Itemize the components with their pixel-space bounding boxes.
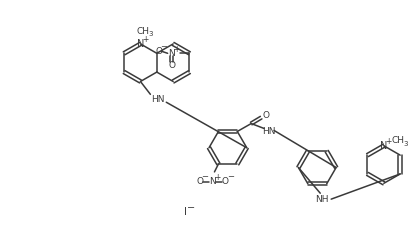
Text: +: +	[173, 45, 180, 54]
Text: HN: HN	[263, 127, 276, 136]
Text: +: +	[386, 137, 392, 146]
Text: O: O	[196, 177, 203, 186]
Text: HN: HN	[152, 95, 165, 104]
Text: I: I	[184, 207, 187, 217]
Text: −: −	[201, 172, 208, 181]
Text: −: −	[160, 42, 167, 51]
Text: O: O	[263, 111, 270, 120]
Text: 3: 3	[403, 141, 408, 147]
Text: O: O	[168, 61, 175, 70]
Text: NH: NH	[316, 195, 329, 204]
Text: N: N	[137, 39, 144, 49]
Text: CH: CH	[137, 26, 150, 36]
Text: O: O	[155, 47, 162, 56]
Text: N: N	[168, 49, 175, 58]
Text: N: N	[380, 141, 387, 151]
Text: +: +	[142, 36, 149, 44]
Text: CH: CH	[391, 136, 404, 145]
Text: 3: 3	[148, 31, 153, 37]
Text: N: N	[209, 177, 216, 186]
Text: +: +	[214, 173, 221, 182]
Text: −: −	[227, 172, 234, 181]
Text: O: O	[222, 177, 229, 186]
Text: −: −	[187, 203, 195, 213]
